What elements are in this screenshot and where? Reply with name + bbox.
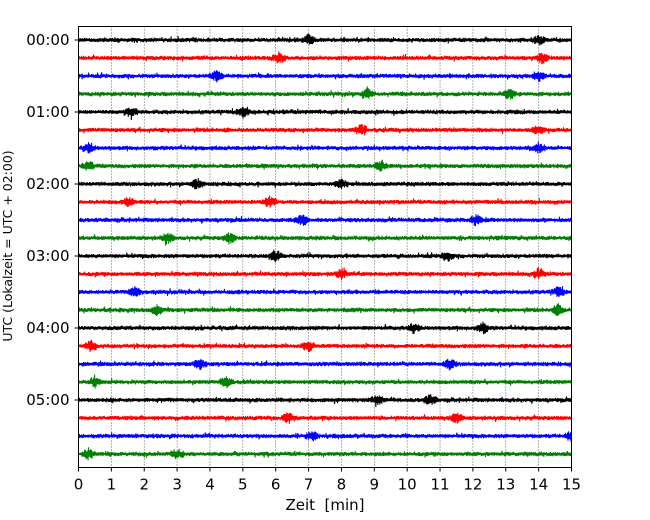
x-tick-label: 13: [496, 476, 515, 494]
y-axis-label: UTC (Lokalzeit = UTC + 02:00): [0, 150, 15, 341]
trace-21: [78, 412, 572, 424]
x-tick-label: 0: [74, 476, 84, 494]
x-tick-label: 10: [398, 476, 417, 494]
trace-12: [78, 249, 572, 263]
trace-20: [78, 394, 572, 408]
trace-2: [78, 70, 572, 83]
trace-11: [78, 232, 572, 246]
x-tick-label: 3: [172, 476, 182, 494]
trace-5: [78, 124, 572, 136]
trace-7: [78, 159, 572, 172]
trace-17: [78, 339, 572, 353]
trace-8: [78, 177, 572, 190]
x-tick-label: 2: [139, 476, 149, 494]
y-tick-label: 02:00: [26, 175, 69, 193]
seismic-traces: [78, 33, 572, 461]
trace-14: [78, 286, 572, 298]
x-tick-label: 12: [463, 476, 482, 494]
x-tick-label: 11: [430, 476, 449, 494]
y-tick-label: 04:00: [26, 319, 69, 337]
y-axis-ticks: 00:00 01:00 02:00 03:00 04:00 05:00: [26, 31, 79, 409]
trace-22: [78, 429, 572, 442]
x-tick-label: 4: [205, 476, 215, 494]
x-tick-label: 14: [529, 476, 548, 494]
trace-0: [78, 33, 572, 46]
trace-6: [78, 141, 572, 154]
x-tick-label: 6: [271, 476, 281, 494]
x-tick-label: 8: [337, 476, 347, 494]
x-axis-ticks: 0 1 2 3 4 5 6 7 8 9 10 11 12 13 14 15: [74, 467, 581, 494]
trace-10: [78, 214, 572, 227]
plot-frame: [78, 26, 572, 468]
y-tick-label: 01:00: [26, 103, 69, 121]
trace-13: [78, 267, 572, 281]
x-tick-label: 7: [304, 476, 314, 494]
trace-1: [78, 51, 572, 65]
trace-19: [78, 374, 572, 389]
x-tick-label: 9: [370, 476, 380, 494]
x-tick-label: 5: [238, 476, 248, 494]
x-axis-label: Zeit [min]: [285, 496, 364, 514]
trace-18: [78, 358, 572, 371]
y-tick-label: 03:00: [26, 247, 69, 265]
y-tick-label: 00:00: [26, 31, 69, 49]
x-tick-label: 15: [562, 476, 581, 494]
trace-4: [78, 106, 572, 121]
y-tick-label: 05:00: [26, 391, 69, 409]
trace-15: [78, 303, 572, 316]
trace-3: [78, 86, 572, 100]
trace-23: [78, 447, 572, 461]
trace-9: [78, 195, 572, 208]
trace-16: [78, 321, 572, 335]
x-tick-label: 1: [107, 476, 117, 494]
